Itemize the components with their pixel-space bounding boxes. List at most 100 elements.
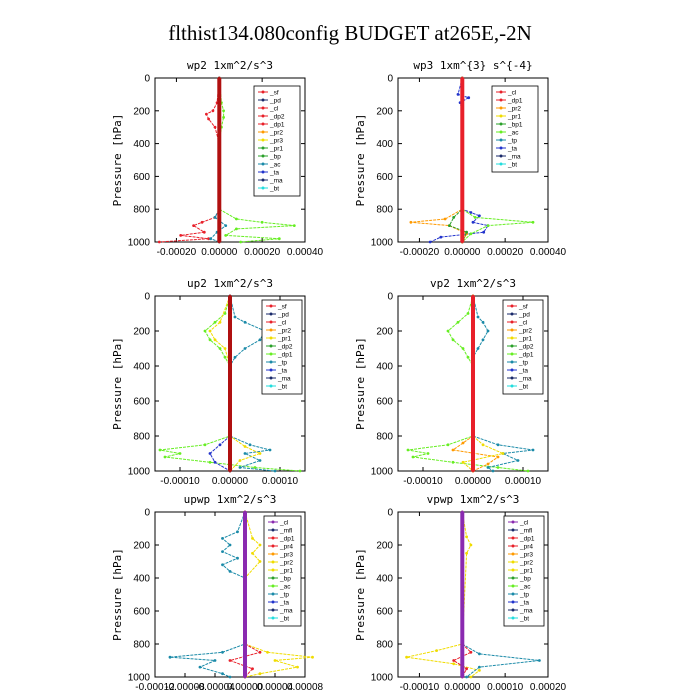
- legend-label: _ac: [279, 583, 291, 590]
- legend-marker: [499, 130, 503, 134]
- series-point: [221, 563, 224, 567]
- y-tick-label: 400: [376, 362, 393, 373]
- series-point: [481, 443, 485, 447]
- series-point: [207, 117, 211, 121]
- legend-box: [263, 515, 302, 627]
- legend-marker: [510, 336, 514, 340]
- series-point: [218, 320, 222, 324]
- x-tick-label: -0.00020: [157, 247, 197, 258]
- legend-marker: [269, 360, 273, 364]
- legend-label: _bt: [277, 383, 287, 390]
- legend-label: _dp1: [519, 535, 535, 542]
- series-point: [228, 434, 232, 438]
- series-point: [260, 220, 264, 224]
- y-axis-label: Pressure [hPa]: [111, 114, 124, 207]
- series-point: [465, 551, 468, 555]
- legend-label: _ta: [269, 169, 279, 176]
- series-point: [538, 659, 541, 662]
- legend-marker: [510, 368, 514, 372]
- series-point: [460, 675, 464, 679]
- series-point: [243, 642, 247, 646]
- series-point: [531, 448, 535, 452]
- legend-marker: [269, 312, 273, 316]
- y-tick-label: 0: [387, 292, 393, 303]
- series-point: [451, 460, 455, 464]
- y-tick-label: 800: [376, 205, 393, 216]
- series-point: [258, 560, 262, 563]
- legend-marker: [261, 130, 265, 134]
- series-point: [486, 224, 490, 228]
- y-axis-label: Pressure [hPa]: [354, 114, 367, 207]
- series-point: [471, 434, 475, 438]
- series-point: [217, 207, 221, 211]
- legend-box: [503, 515, 545, 627]
- series-line: [406, 511, 481, 678]
- series-point: [235, 217, 238, 221]
- legend-label: _ta: [277, 367, 287, 374]
- legend-marker: [261, 90, 265, 94]
- series-point: [496, 466, 500, 469]
- series-point: [469, 650, 473, 654]
- legend-label: _pr3: [269, 137, 283, 144]
- panel-4: vp2 1xm^2/s^3 Pressure [hPa] 0 200 400 600 800…: [354, 277, 549, 487]
- y-tick-label: 200: [376, 541, 393, 552]
- legend-marker: [271, 608, 275, 612]
- legend-marker: [271, 576, 275, 580]
- y-axis-label: Pressure [hPa]: [354, 337, 367, 430]
- panel-2: wp3 1xm^{3} s^{-4} Pressure [hPa] 0 200 400 6…: [354, 59, 567, 258]
- series-point: [209, 237, 213, 241]
- legend-marker: [269, 376, 273, 380]
- legend-label: _tp: [507, 137, 517, 144]
- series-point: [298, 469, 302, 473]
- series-point: [466, 312, 470, 315]
- series-point: [157, 240, 161, 244]
- legend-label: _pr2: [277, 327, 291, 334]
- series-point: [228, 659, 232, 662]
- panel-title: up2 1xm^2/s^3: [187, 277, 273, 290]
- legend-label: _pd: [277, 311, 289, 318]
- series-point: [192, 224, 196, 228]
- series-point: [168, 655, 172, 659]
- panel-title: wp2 1xm^2/s^3: [187, 59, 273, 72]
- legend-label: _ma: [277, 375, 291, 382]
- legend-marker: [511, 560, 515, 564]
- x-tick-label: 0.00000: [444, 247, 481, 258]
- legend-marker: [271, 592, 275, 596]
- series-point: [213, 659, 217, 662]
- series-point: [213, 460, 217, 464]
- legend-label: _bt: [269, 185, 279, 192]
- legend-marker: [269, 384, 273, 388]
- series-point: [292, 224, 296, 228]
- y-tick-label: 400: [376, 574, 393, 585]
- series-point: [208, 460, 212, 464]
- legend-label: _ma: [269, 177, 283, 184]
- series-point: [258, 452, 262, 455]
- series-point: [486, 466, 490, 469]
- legend-marker: [499, 122, 503, 126]
- series-point: [452, 659, 456, 662]
- legend-label: _pr1: [269, 145, 283, 152]
- series-point: [239, 240, 243, 244]
- series-point: [460, 510, 464, 514]
- y-tick-label: 600: [376, 607, 393, 618]
- y-axis-label: Pressure [hPa]: [111, 337, 124, 430]
- series-point: [200, 220, 204, 224]
- legend-label: _ma: [519, 607, 533, 614]
- series-point: [411, 455, 415, 459]
- series-line: [407, 295, 529, 472]
- series-line: [159, 295, 301, 472]
- series-point: [456, 320, 460, 324]
- legend-marker: [269, 344, 273, 348]
- x-tick-label: 0.00000: [444, 682, 481, 693]
- legend-label: _dp1: [279, 535, 295, 542]
- legend-label: _bt: [279, 615, 289, 622]
- series-point: [228, 364, 232, 368]
- x-tick-label: 0.00010: [505, 476, 542, 487]
- series-point: [258, 650, 262, 654]
- series-point: [428, 240, 432, 244]
- series-point: [476, 347, 480, 350]
- legend-marker: [271, 600, 275, 604]
- series-point: [224, 234, 228, 237]
- series-point: [268, 448, 272, 452]
